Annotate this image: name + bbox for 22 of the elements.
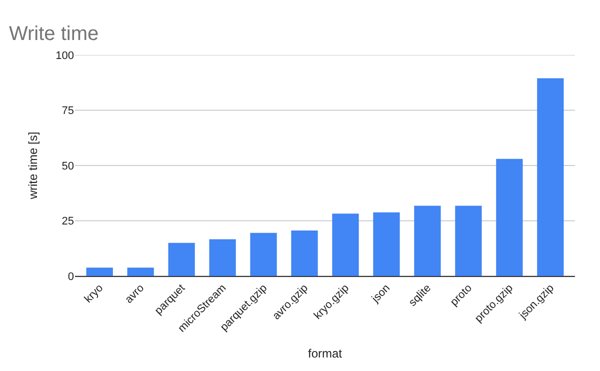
bar — [209, 239, 236, 276]
y-tick-label: 0 — [68, 270, 74, 283]
y-tick-label: 75 — [62, 105, 74, 118]
bar — [86, 268, 113, 276]
bar — [250, 232, 277, 276]
bar — [291, 230, 318, 276]
bar — [496, 158, 523, 276]
bar — [332, 214, 359, 276]
y-axis-title: write time [s] — [26, 132, 40, 200]
bar — [127, 268, 154, 276]
y-tick-label: 100 — [56, 50, 74, 62]
y-tick-label: 25 — [62, 216, 74, 228]
y-tick-label: 50 — [62, 160, 74, 172]
x-axis-title: format — [308, 346, 343, 361]
x-tick-label: avro — [122, 282, 147, 306]
x-tick-label: kryo — [82, 282, 106, 306]
bar — [373, 212, 400, 276]
bar — [537, 78, 564, 276]
bar — [455, 206, 482, 276]
chart-title: Write time — [9, 22, 99, 45]
bar — [414, 206, 441, 276]
bar — [168, 242, 195, 276]
